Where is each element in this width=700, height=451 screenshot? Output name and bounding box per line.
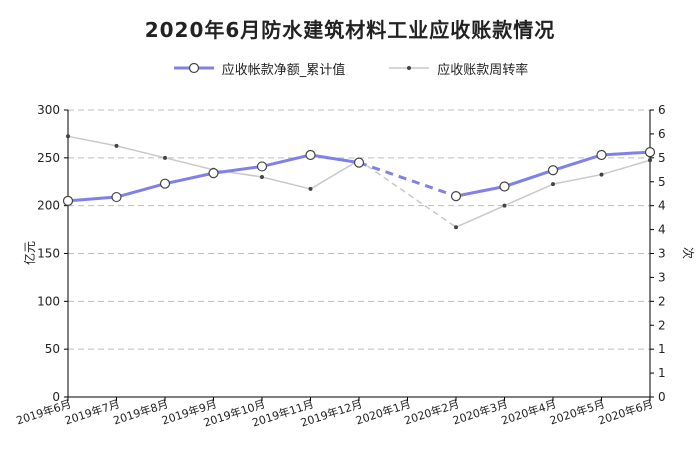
legend-swatch-receivables (173, 62, 214, 74)
point-receivables (499, 181, 510, 192)
point-turnover (163, 155, 167, 160)
point-turnover (599, 172, 604, 177)
chart-title: 2020年6月防水建筑材料工业应收账款情况 (144, 18, 556, 42)
point-turnover (260, 174, 264, 179)
y-left-tick-label: 50 (45, 342, 60, 356)
legend-swatch-turnover (389, 66, 430, 70)
x-tick-label: 2019年6月 (14, 397, 73, 428)
y-left-tick-label: 100 (37, 294, 60, 308)
point-receivables (208, 168, 219, 179)
y-axis-left-title: 亿元 (22, 241, 37, 265)
axes (64, 109, 654, 401)
x-tick-label: 2019年7月 (63, 397, 122, 428)
point-turnover (551, 182, 555, 187)
point-receivables (644, 146, 656, 158)
point-turnover (648, 158, 652, 163)
point-receivables (256, 161, 268, 172)
series (62, 134, 656, 230)
y-right-tick-label: 4 (658, 199, 666, 213)
point-receivables (353, 157, 365, 168)
point-receivables (62, 195, 74, 206)
legend-item-turnover[interactable]: 应收账款周转率 (387, 58, 528, 78)
legend-label-receivables: 应收帐款净额_累计值 (221, 62, 346, 78)
point-receivables (547, 165, 559, 176)
y-right-tick-label: 4 (658, 223, 666, 237)
y-right-tick-label: 6 (658, 103, 666, 117)
y-axis-right-title: 次 (681, 247, 695, 259)
x-tick-label: 2019年8月 (111, 397, 170, 428)
y-right-tick-label: 3 (658, 247, 666, 261)
y-right-tick-label: 1 (658, 342, 666, 356)
x-tick-label: 2020年2月 (402, 397, 461, 428)
legend-item-receivables[interactable]: 应收帐款净额_累计值 (172, 58, 346, 78)
x-tick-label: 2020年5月 (548, 397, 607, 428)
y-left-tick-label: 200 (37, 199, 60, 213)
y-right-tick-label: 5 (658, 151, 666, 165)
series-line-turnover (67, 135, 360, 190)
y-left-tick-label: 0 (52, 390, 60, 404)
y-right-tick-label: 2 (658, 294, 666, 308)
point-receivables (111, 191, 122, 203)
y-right-tick-label: 6 (658, 127, 666, 141)
point-turnover (502, 203, 507, 208)
tick-labels: 05010015020025030001122334455662019年6月20… (14, 103, 695, 430)
legend: 应收帐款净额_累计值 应收账款周转率 (0, 58, 700, 78)
point-turnover (308, 186, 313, 191)
y-right-tick-label: 1 (658, 366, 666, 380)
x-tick-label: 2020年3月 (451, 397, 510, 428)
point-receivables (450, 191, 462, 202)
series-gap-receivables (358, 161, 457, 198)
point-turnover (66, 134, 70, 139)
x-tick-label: 2020年4月 (499, 397, 558, 428)
y-right-tick-label: 3 (658, 270, 666, 284)
y-left-tick-label: 150 (37, 247, 60, 261)
x-tick-label: 2020年1月 (354, 397, 413, 428)
x-tick-label: 2020年6月 (596, 397, 655, 428)
point-turnover (114, 143, 119, 148)
legend-label-turnover: 应收账款周转率 (437, 62, 529, 78)
point-receivables (596, 149, 607, 161)
point-receivables (305, 149, 316, 161)
grid-lines (68, 109, 650, 350)
y-left-tick-label: 300 (37, 103, 60, 117)
y-right-tick-label: 0 (658, 390, 666, 404)
point-receivables (159, 178, 171, 189)
point-turnover (454, 225, 458, 230)
y-right-tick-label: 5 (658, 175, 666, 189)
y-right-tick-label: 2 (658, 318, 666, 332)
series-gap-turnover (358, 159, 457, 228)
y-left-tick-label: 250 (37, 151, 60, 165)
